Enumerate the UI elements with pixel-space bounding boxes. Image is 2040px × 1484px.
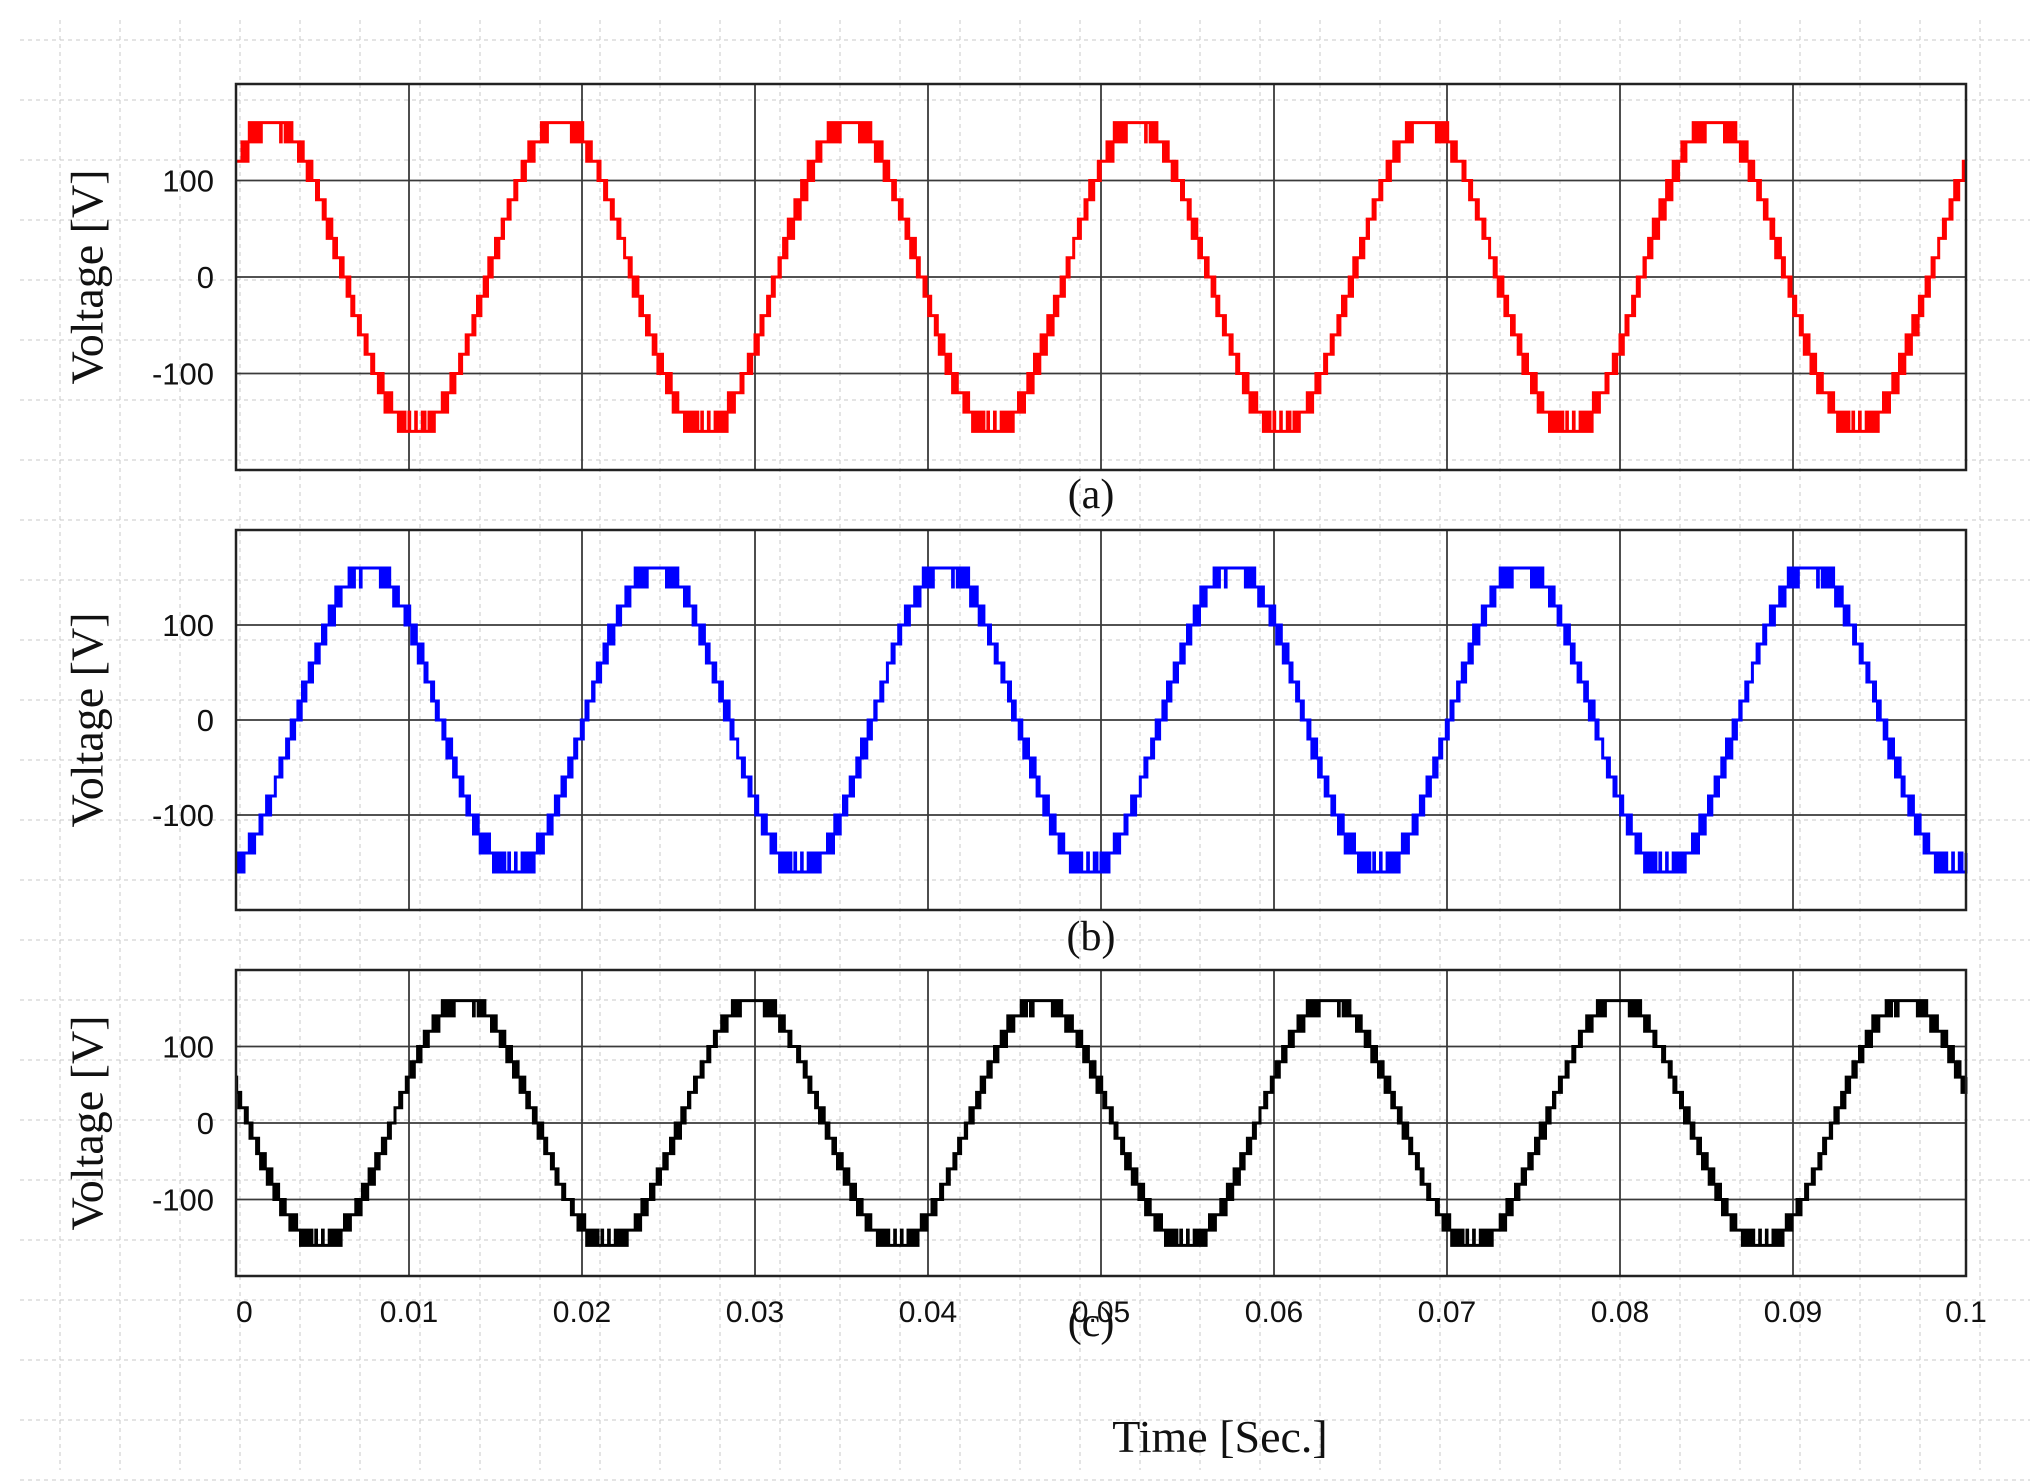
x-tick-labels: 0 0.01 0.02 0.03 0.04 0.05 0.06 0.07 0.08 0.09 0.1 (236, 1296, 1987, 1329)
panel-b-frame (234, 528, 1968, 912)
panel-b: 100 0 -100 Voltage [V] (b) (62, 528, 1968, 960)
panel-c-yticks: 100 0 -100 (152, 1030, 214, 1218)
panel-c: 100 0 -100 Voltage [V] (c) (62, 968, 1968, 1346)
waveform-line (235, 566, 1968, 874)
background-grid (20, 20, 2030, 1481)
y-tick-label: 0 (197, 260, 214, 295)
x-tick-label: 0.06 (1245, 1296, 1303, 1329)
panel-a-frame (234, 82, 1968, 472)
panel-c-series (235, 999, 1968, 1247)
x-tick-label: 0.09 (1764, 1296, 1822, 1329)
panel-c-grid (236, 970, 1966, 1276)
y-tick-label: -100 (152, 798, 214, 833)
panel-a-series (236, 121, 1967, 433)
x-tick-label: 0 (236, 1296, 253, 1329)
x-tick-label: 0.08 (1591, 1296, 1649, 1329)
y-tick-label: -100 (152, 357, 214, 392)
waveform-line (235, 999, 1968, 1247)
x-tick-label: 0.1 (1945, 1296, 1987, 1329)
panel-c-frame (234, 968, 1968, 1278)
y-tick-label: 100 (162, 1030, 214, 1065)
panel-b-series (235, 566, 1968, 874)
x-axis-label: Time [Sec.] (1112, 1411, 1328, 1462)
x-tick-label: 0.02 (553, 1296, 611, 1329)
waveform-line (236, 121, 1967, 433)
panel-b-caption: (b) (1067, 914, 1116, 960)
y-tick-label: 0 (197, 1106, 214, 1141)
x-tick-label: 0.04 (899, 1296, 957, 1329)
y-tick-label: 100 (162, 164, 214, 199)
panel-b-yticks: 100 0 -100 (152, 608, 214, 833)
x-tick-label: 0.07 (1418, 1296, 1476, 1329)
x-tick-label: 0.01 (380, 1296, 438, 1329)
panel-a-yticks: 100 0 -100 (152, 164, 214, 392)
panel-c-ylabel: Voltage [V] (62, 1015, 113, 1230)
y-tick-label: -100 (152, 1183, 214, 1218)
y-tick-label: 0 (197, 703, 214, 738)
panel-a-caption: (a) (1068, 472, 1115, 518)
x-tick-label: 0.03 (726, 1296, 784, 1329)
panel-a: 100 0 -100 Voltage [V] (a) (62, 82, 1968, 518)
panel-b-ylabel: Voltage [V] (62, 612, 113, 827)
y-tick-label: 100 (162, 608, 214, 643)
panel-c-caption: (c) (1068, 1300, 1115, 1346)
x-tick-label: 0.05 (1072, 1296, 1130, 1329)
panel-a-ylabel: Voltage [V] (62, 169, 113, 384)
